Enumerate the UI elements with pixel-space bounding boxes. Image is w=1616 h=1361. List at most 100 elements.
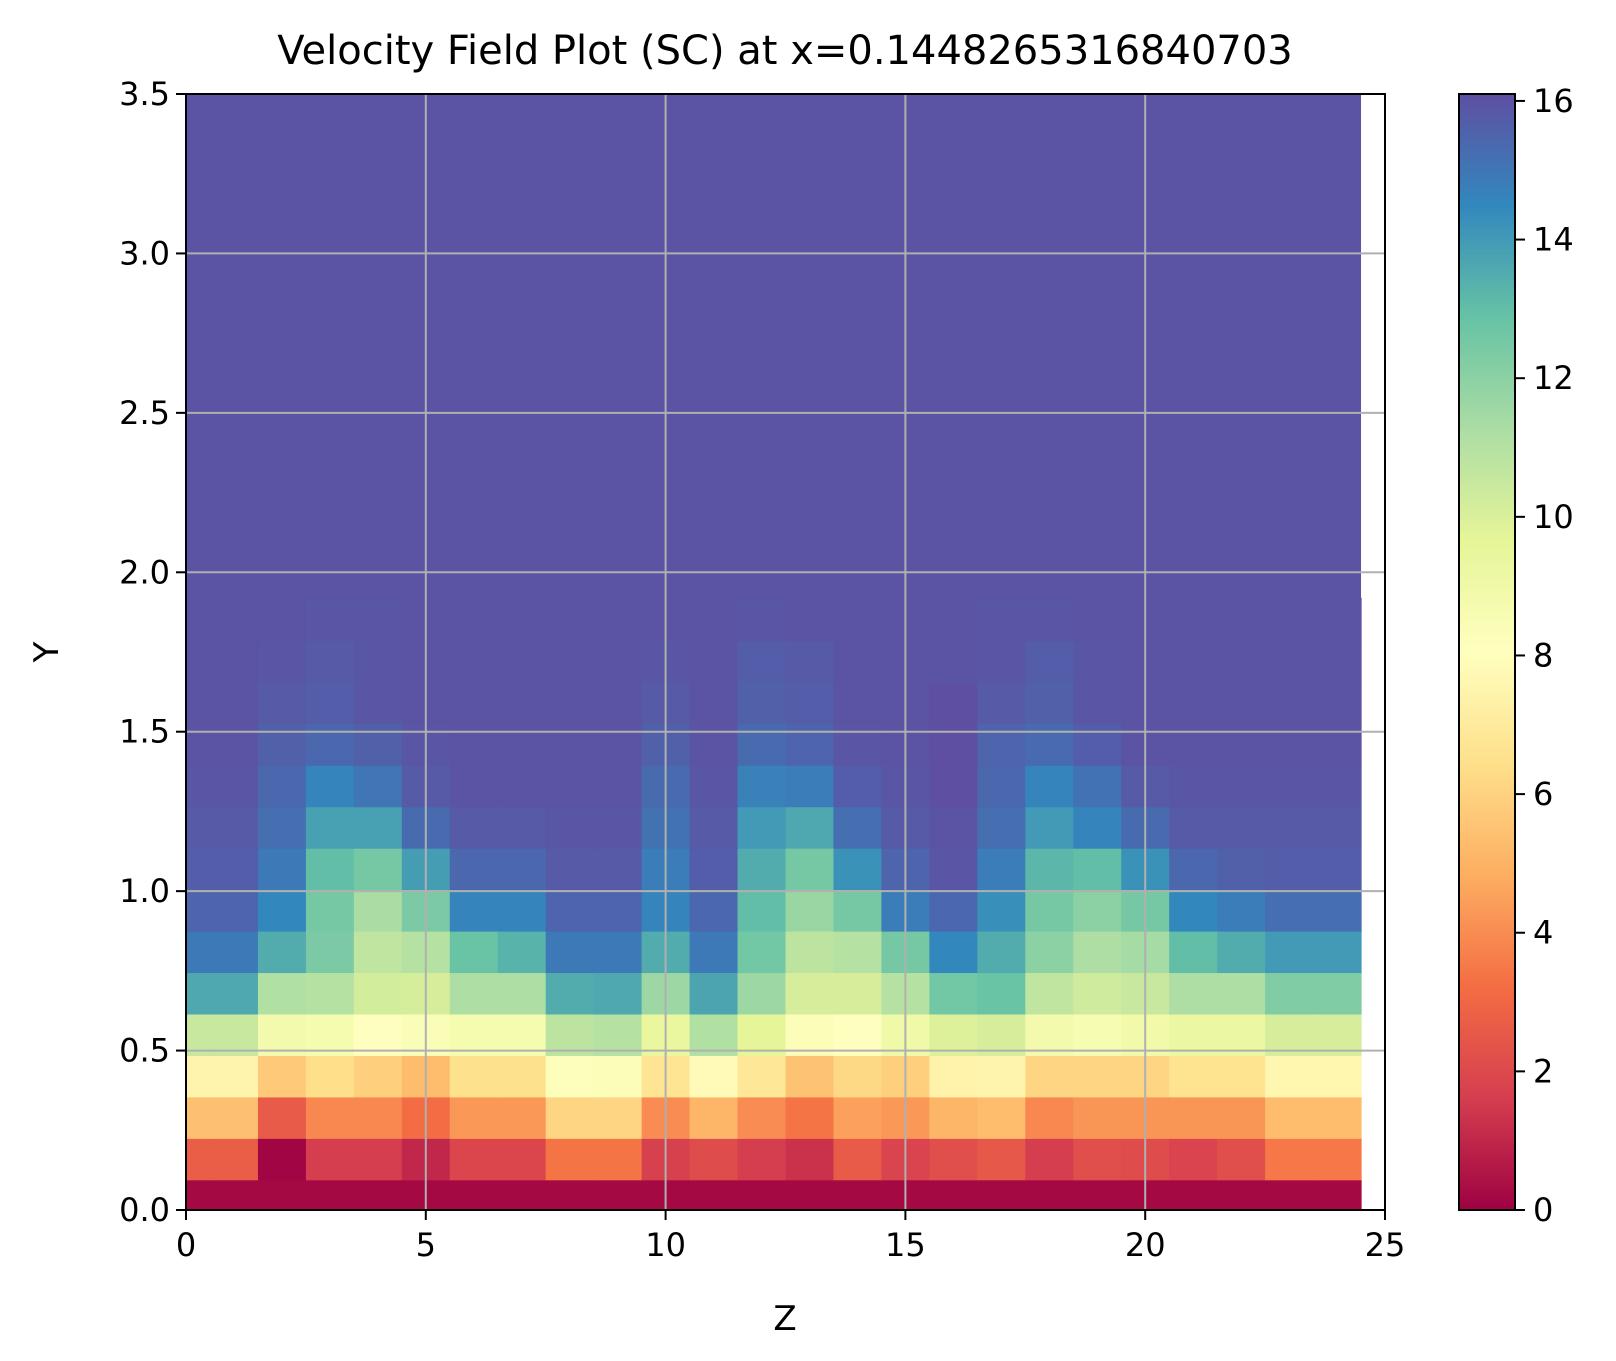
heatmap-cell — [1313, 682, 1362, 725]
colorbar-tick-label: 4 — [1533, 914, 1553, 952]
heatmap-cell — [1313, 1096, 1362, 1139]
heatmap-cell — [1217, 765, 1266, 808]
heatmap-cell — [593, 972, 643, 1015]
heatmap-cell — [186, 1138, 211, 1181]
heatmap-cell — [833, 848, 883, 891]
heatmap-cell — [497, 1179, 547, 1210]
heatmap-cell — [186, 640, 211, 683]
heatmap-cell — [497, 1138, 547, 1181]
heatmap-cell — [785, 1179, 835, 1210]
heatmap-cell — [305, 682, 355, 725]
heatmap-cell — [737, 1138, 787, 1181]
heatmap-cell — [1265, 682, 1314, 725]
heatmap-cell — [545, 597, 595, 642]
heatmap-cell — [1073, 889, 1122, 932]
heatmap-cell — [929, 1055, 978, 1098]
heatmap-cell — [497, 1013, 547, 1056]
heatmap-cell — [449, 931, 499, 974]
heatmap-cell — [209, 972, 259, 1015]
heatmap-cell — [689, 597, 739, 642]
heatmap-cell — [497, 597, 547, 642]
heatmap-cell — [689, 682, 739, 725]
heatmap-cell — [305, 848, 355, 891]
heatmap-cell — [186, 806, 211, 849]
heatmap-cell — [209, 848, 259, 891]
heatmap-cell — [305, 723, 355, 766]
heatmap-cell — [305, 597, 355, 642]
heatmap-cell — [593, 682, 643, 725]
heatmap-cell — [593, 597, 643, 642]
heatmap-cell — [1169, 848, 1218, 891]
heatmap-cell — [209, 597, 259, 642]
heatmap-cell — [977, 597, 1026, 642]
heatmap-cell — [737, 1179, 787, 1210]
heatmap-cell — [689, 931, 739, 974]
heatmap-cell — [1073, 1179, 1122, 1210]
heatmap-cell — [1217, 1013, 1266, 1056]
heatmap-cell — [1313, 1013, 1362, 1056]
colorbar-tick-label: 2 — [1533, 1052, 1553, 1090]
heatmap-cell — [1217, 640, 1266, 683]
y-axis-label: Y — [27, 641, 67, 663]
heatmap-cell — [1265, 972, 1314, 1015]
heatmap-cell — [1169, 972, 1218, 1015]
heatmap-cell — [1265, 1013, 1314, 1056]
heatmap-cell — [785, 1055, 835, 1098]
heatmap-cell — [929, 889, 978, 932]
heatmap-cell — [257, 1055, 307, 1098]
heatmap-cell — [545, 806, 595, 849]
heatmap-cell — [1265, 889, 1314, 932]
y-tick-label: 2.5 — [119, 394, 170, 432]
heatmap-cell — [186, 931, 211, 974]
heatmap-cell — [1313, 1055, 1362, 1098]
heatmap-cell — [1025, 640, 1074, 683]
heatmap-cell — [449, 848, 499, 891]
heatmap-cell — [929, 848, 978, 891]
heatmap-cell — [833, 682, 883, 725]
heatmap-cell — [209, 640, 259, 683]
heatmap-cell — [1073, 597, 1122, 642]
heatmap-cell — [1025, 931, 1074, 974]
heatmap-cell — [785, 889, 835, 932]
y-tick-label: 3.0 — [119, 234, 170, 272]
heatmap-cell — [1265, 1179, 1314, 1210]
heatmap-cell — [1073, 682, 1122, 725]
heatmap-cell — [929, 597, 978, 642]
y-axis: 0.0 0.5 1.0 1.5 2.0 2.5 3.0 3.5 — [119, 75, 186, 1229]
heatmap-cell — [1217, 597, 1266, 642]
x-tick-label: 10 — [645, 1226, 686, 1264]
heatmap-cell — [497, 1096, 547, 1139]
heatmap-cell — [305, 972, 355, 1015]
heatmap-cell — [689, 972, 739, 1015]
colorbar-tick-label: 10 — [1533, 498, 1574, 536]
heatmap-cell — [785, 848, 835, 891]
heatmap-cell — [257, 1179, 307, 1210]
heatmap-cell — [186, 94, 1362, 599]
heatmap-cell — [593, 723, 643, 766]
heatmap-cell — [305, 1179, 355, 1210]
heatmap-cell — [689, 640, 739, 683]
heatmap-cell — [1313, 931, 1362, 974]
heatmap-cell — [1073, 848, 1122, 891]
heatmap-cell — [1073, 723, 1122, 766]
heatmap-cell — [785, 640, 835, 683]
heatmap-cell — [689, 889, 739, 932]
heatmap-cell — [689, 1138, 739, 1181]
heatmap-cell — [353, 972, 403, 1015]
heatmap-cell — [929, 682, 978, 725]
heatmap-cell — [689, 806, 739, 849]
heatmap-cell — [209, 723, 259, 766]
heatmap-cell — [593, 640, 643, 683]
heatmap-cell — [545, 1055, 595, 1098]
heatmap-cell — [497, 682, 547, 725]
heatmap-cell — [833, 931, 883, 974]
heatmap-cell — [737, 723, 787, 766]
heatmap-cell — [353, 889, 403, 932]
heatmap-cell — [186, 848, 211, 891]
heatmap-cell — [785, 806, 835, 849]
heatmap-cell — [353, 1055, 403, 1098]
heatmap-cell — [785, 723, 835, 766]
colorbar — [1458, 93, 1516, 1211]
heatmap-cell — [1169, 1179, 1218, 1210]
heatmap-cell — [737, 848, 787, 891]
